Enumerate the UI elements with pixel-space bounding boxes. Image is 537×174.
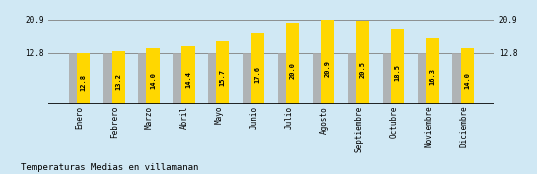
Text: Temperaturas Medias en villamanan: Temperaturas Medias en villamanan (21, 163, 199, 172)
Bar (356, 21, 369, 104)
Bar (104, 53, 117, 104)
Bar (348, 53, 361, 104)
Text: 14.0: 14.0 (464, 72, 470, 89)
Bar (216, 41, 229, 104)
Text: 20.5: 20.5 (359, 61, 366, 78)
Bar (208, 53, 221, 104)
Bar (286, 23, 299, 104)
Bar (426, 38, 439, 104)
Bar (321, 20, 334, 104)
Text: 20.0: 20.0 (289, 62, 296, 79)
Bar (139, 53, 151, 104)
Bar (418, 53, 431, 104)
Text: 14.0: 14.0 (150, 72, 156, 89)
Bar (278, 53, 291, 104)
Bar (243, 53, 256, 104)
Bar (391, 29, 404, 104)
Text: 13.2: 13.2 (115, 73, 121, 90)
Text: 20.9: 20.9 (324, 60, 331, 77)
Bar (383, 53, 396, 104)
Text: 14.4: 14.4 (185, 71, 191, 88)
Bar (112, 51, 125, 104)
Bar (173, 53, 186, 104)
Text: 15.7: 15.7 (220, 69, 226, 86)
Bar (77, 53, 90, 104)
Bar (69, 53, 82, 104)
Bar (147, 48, 159, 104)
Bar (182, 46, 194, 104)
Text: 17.6: 17.6 (255, 66, 261, 83)
Bar (461, 48, 474, 104)
Text: 12.8: 12.8 (80, 74, 86, 91)
Bar (251, 33, 264, 104)
Bar (453, 53, 466, 104)
Text: 16.3: 16.3 (429, 68, 436, 85)
Bar (313, 53, 326, 104)
Text: 18.5: 18.5 (394, 64, 401, 81)
